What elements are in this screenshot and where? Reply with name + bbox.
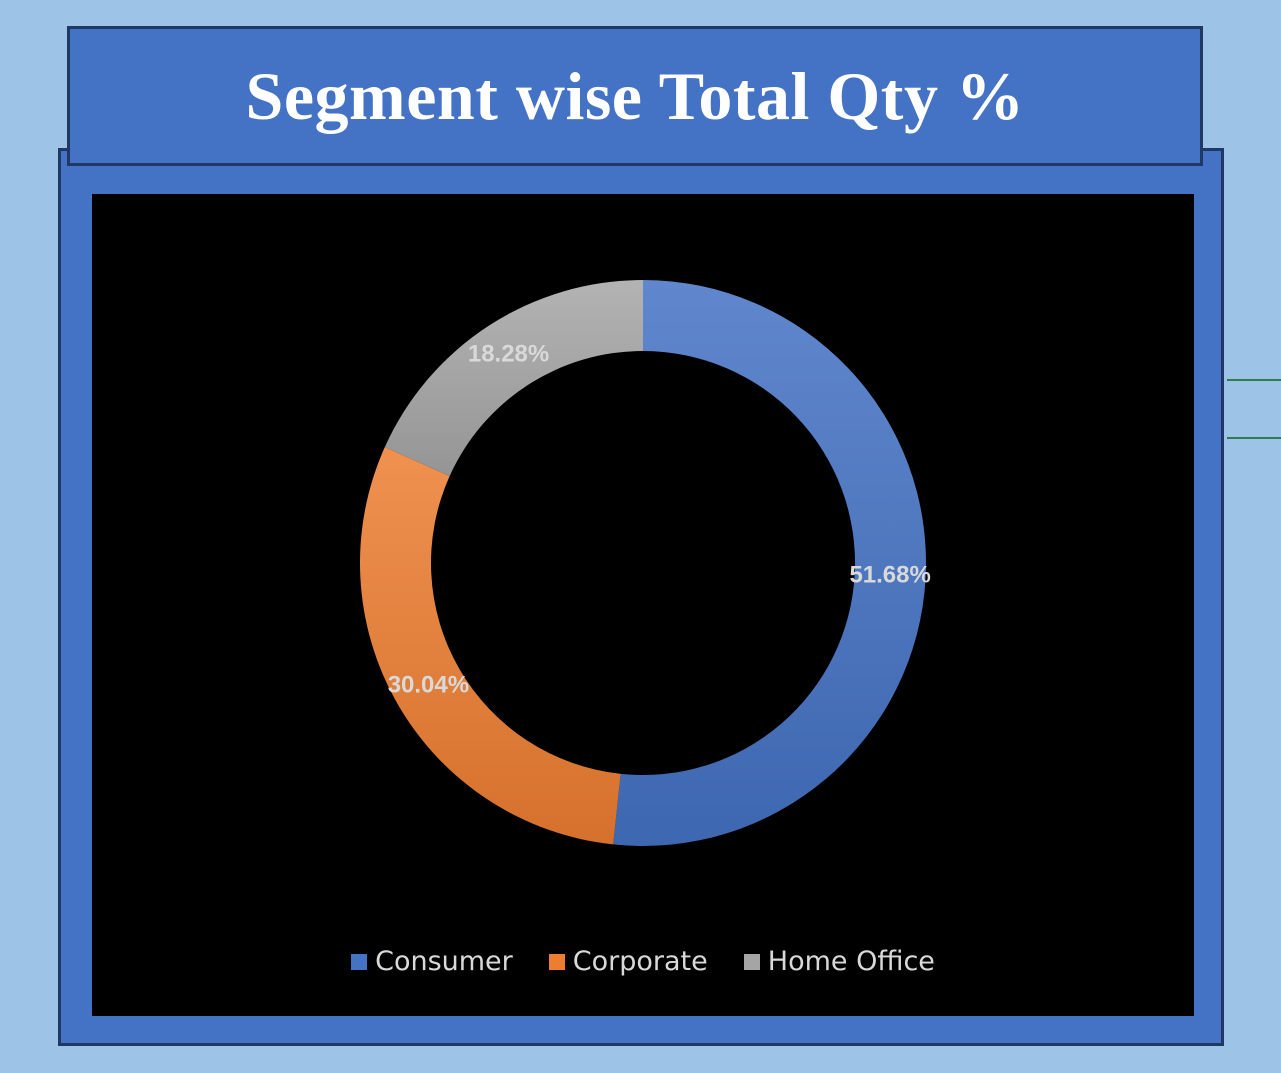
data-label-corporate: 30.04% (388, 672, 469, 699)
slice-consumer[interactable] (613, 280, 927, 846)
legend-label-consumer: Consumer (375, 946, 513, 977)
legend-label-corporate: Corporate (572, 946, 708, 977)
data-label-home-office: 18.28% (468, 341, 549, 368)
legend-item-home-office[interactable]: Home Office (743, 946, 935, 977)
chart-area[interactable]: 51.68% 30.04% 18.28% Consumer Corporate Ho… (92, 194, 1194, 1016)
title-banner: Segment wise Total Qty % (67, 26, 1203, 166)
legend-item-consumer[interactable]: Consumer (351, 946, 513, 977)
legend-swatch-consumer (351, 953, 368, 970)
decorative-line (1227, 379, 1281, 381)
legend-item-corporate[interactable]: Corporate (548, 946, 708, 977)
legend-label-home-office: Home Office (767, 946, 935, 977)
decorative-line (1227, 437, 1281, 439)
chart-title: Segment wise Total Qty % (245, 57, 1025, 134)
legend-swatch-home-office (743, 953, 760, 970)
data-label-consumer: 51.68% (849, 561, 930, 588)
doughnut-chart: 51.68% 30.04% 18.28% (360, 280, 931, 846)
legend-swatch-corporate (548, 953, 565, 970)
slice-home-office[interactable] (384, 280, 643, 477)
slice-corporate[interactable] (360, 447, 621, 845)
chart-legend: Consumer Corporate Home Office (92, 946, 1194, 977)
